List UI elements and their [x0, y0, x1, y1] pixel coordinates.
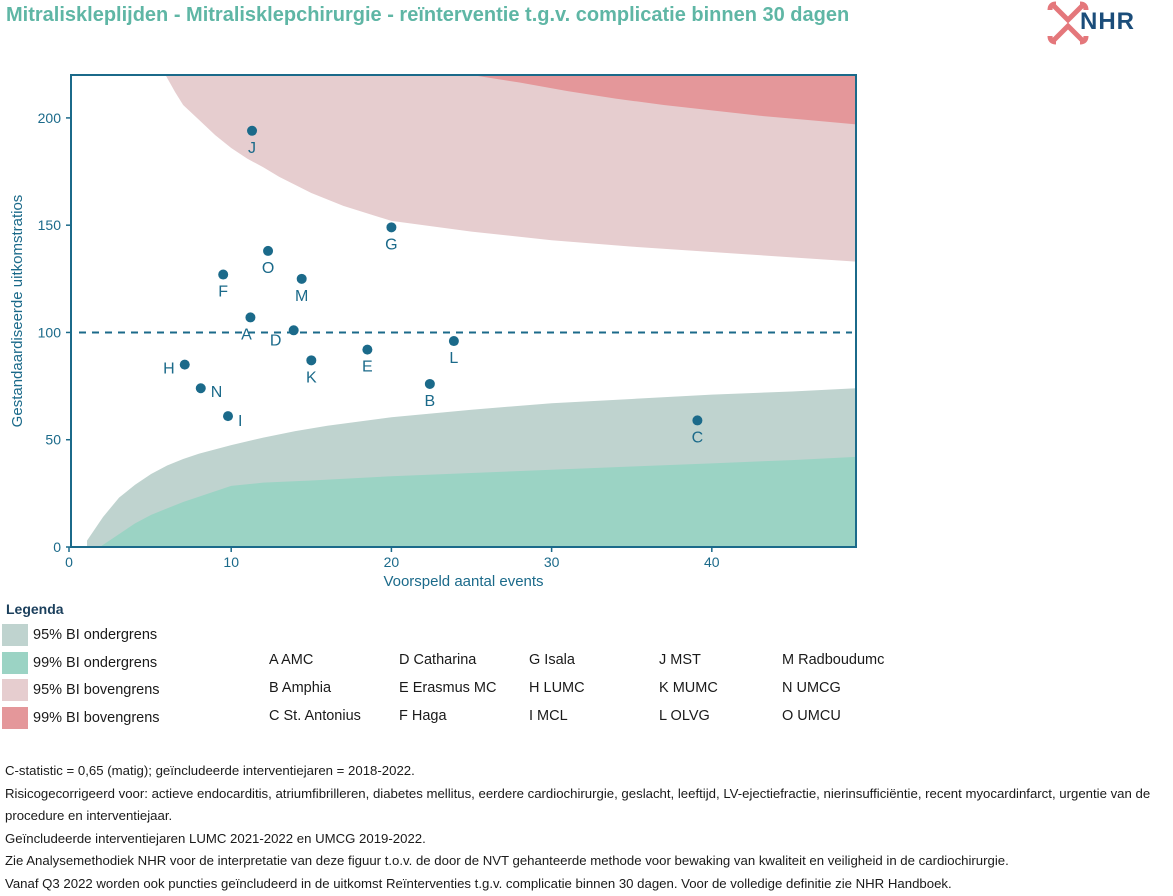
hospital-entry: L OLVG — [659, 708, 710, 724]
data-point — [692, 415, 703, 426]
legend-label: 95% BI ondergrens — [33, 627, 158, 643]
plot-frame — [70, 74, 857, 548]
footnote-methodology: Zie Analysemethodiek NHR voor de interpr… — [5, 853, 1009, 869]
legend-title: Legenda — [6, 601, 64, 617]
upper-99-band — [471, 75, 856, 125]
y-tick-label: 100 — [38, 324, 62, 340]
hospital-entry: A AMC — [269, 652, 314, 668]
legend-label: 99% BI ondergrens — [33, 655, 158, 671]
footnote-definition: Vanaf Q3 2022 worden ook puncties geïncl… — [5, 875, 952, 891]
x-tick-label: 10 — [223, 554, 239, 570]
data-point — [223, 411, 233, 422]
data-point-label: E — [362, 359, 373, 376]
data-points: A B C D E F G H I J K L M N O — [163, 125, 704, 446]
data-point-label: K — [306, 369, 317, 386]
legend-item-lower-95: 95% BI ondergrens — [2, 623, 157, 647]
data-point — [306, 355, 317, 366]
logo-text: NHR — [1080, 8, 1135, 35]
x-tick-label: 20 — [384, 554, 400, 570]
hospital-entry: N UMCG — [782, 680, 841, 696]
legend-item-lower-99: 99% BI ondergrens — [2, 651, 157, 675]
legend-swatch — [2, 679, 28, 701]
legend-label: 99% BI bovengrens — [33, 710, 160, 726]
hospital-entry: C St. Antonius — [269, 708, 361, 724]
footnote-included-years: Geïncludeerde interventiejaren LUMC 2021… — [5, 830, 426, 846]
funnel-plot: 0 50 100 150 200 0 10 20 30 40 A B C D E F G H I J K L M N O V… — [9, 74, 857, 590]
data-point — [296, 273, 307, 284]
data-point — [195, 383, 206, 394]
data-point-label: L — [449, 350, 458, 367]
data-point-label: H — [163, 361, 175, 378]
hospital-entry: D Catharina — [399, 652, 477, 668]
legend-label: 95% BI bovengrens — [33, 682, 160, 698]
data-point — [448, 336, 459, 347]
y-tick-label: 0 — [53, 539, 61, 555]
hospital-entry: I MCL — [529, 708, 568, 724]
footnote-cstatistic: C-statistic = 0,65 (matig); geïncludeerd… — [5, 763, 415, 778]
hospital-entry: K MUMC — [659, 680, 718, 696]
data-point — [218, 269, 229, 280]
y-tick-label: 50 — [45, 432, 61, 448]
hospital-entry: G Isala — [529, 652, 575, 668]
data-point-label: D — [270, 332, 282, 349]
data-point-label: J — [248, 140, 256, 157]
legend-swatch — [2, 707, 28, 729]
x-tick-label: 0 — [65, 554, 73, 570]
data-point — [263, 245, 274, 256]
x-axis-ticks: 0 10 20 30 40 — [65, 547, 720, 570]
x-tick-label: 30 — [544, 554, 560, 570]
lower-99-band — [99, 456, 856, 547]
data-point-label: G — [385, 236, 397, 253]
legend-swatch — [2, 652, 28, 674]
legend-item-upper-99: 99% BI bovengrens — [2, 706, 160, 730]
x-tick-label: 40 — [704, 554, 720, 570]
data-point-label: A — [241, 326, 252, 343]
data-point — [245, 312, 256, 323]
footnotes: C-statistic = 0,65 (matig); geïncludeerd… — [5, 760, 1173, 896]
hospital-entry: E Erasmus MC — [399, 680, 497, 696]
logo-mark-icon — [1047, 1, 1089, 45]
data-point — [362, 344, 373, 355]
data-point — [424, 378, 435, 389]
y-tick-label: 150 — [38, 217, 62, 233]
data-point-label: O — [262, 260, 274, 277]
data-point-label: N — [211, 384, 223, 401]
confidence-bands — [87, 75, 857, 547]
hospital-entry: J MST — [659, 652, 701, 668]
data-point-label: I — [238, 413, 242, 430]
data-point — [179, 359, 190, 370]
page-title: Mitraliskleplijden - Mitralisklepchirurg… — [6, 4, 850, 26]
data-point-label: F — [218, 284, 228, 301]
footnote-risk-adjustment: Risicogecorrigeerd voor: actieve endocar… — [5, 785, 1151, 824]
nhr-logo — [1047, 1, 1089, 45]
hospital-entry: B Amphia — [269, 680, 332, 696]
data-point — [288, 325, 299, 336]
legend-swatch — [2, 624, 28, 646]
data-point-label: B — [425, 393, 436, 410]
hospital-entry: M Radboudumc — [782, 652, 885, 668]
legend-item-upper-95: 95% BI bovengrens — [2, 678, 160, 702]
hospital-entry: O UMCU — [782, 708, 841, 724]
y-axis-ticks: 0 50 100 150 200 — [38, 110, 71, 555]
data-point-label: C — [692, 429, 704, 446]
hospital-entry: F Haga — [399, 708, 447, 724]
y-tick-label: 200 — [38, 110, 62, 126]
data-point — [386, 222, 397, 233]
data-point — [247, 125, 258, 136]
upper-95-band — [165, 75, 857, 262]
data-point-label: M — [295, 288, 308, 305]
hospital-entry: H LUMC — [529, 680, 585, 696]
x-axis-label: Voorspeld aantal events — [383, 573, 543, 590]
y-axis-label: Gestandaardiseerde uitkomstratios — [9, 195, 26, 428]
